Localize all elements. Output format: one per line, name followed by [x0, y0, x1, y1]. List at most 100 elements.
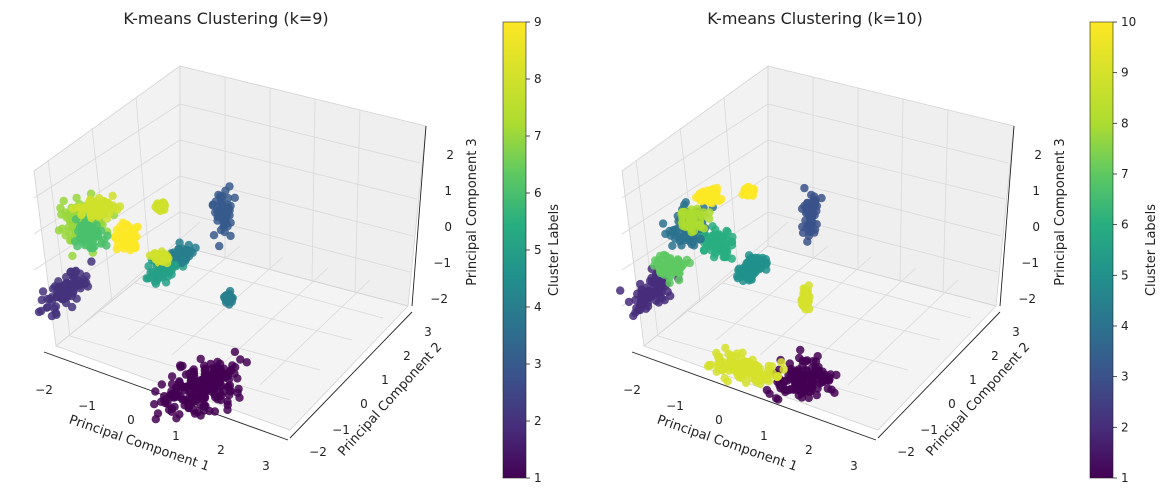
scatter-point — [226, 231, 235, 241]
x-tick-label: −1 — [78, 399, 96, 413]
scatter-point — [150, 277, 160, 286]
scatter-point — [167, 372, 177, 381]
scatter-point — [72, 294, 81, 303]
scatter-point — [741, 368, 750, 377]
scatter-point — [189, 406, 198, 415]
scatter-point — [92, 207, 101, 217]
scatter-point — [806, 386, 816, 396]
z-axis-label: Principal Component 3 — [465, 138, 480, 285]
scatter-point — [225, 182, 234, 191]
colorbar-tick-label: 9 — [534, 15, 542, 29]
scatter-point — [723, 377, 732, 386]
x-axis-label: Principal Component 1 — [67, 413, 211, 475]
chart-title: K-means Clustering (k=9) — [123, 9, 328, 28]
scatter-point — [230, 347, 240, 357]
x-axis-label: Principal Component 1 — [655, 413, 799, 475]
scatter-point — [661, 258, 670, 268]
y-tick-label: −2 — [897, 445, 915, 459]
scatter-point — [705, 208, 714, 217]
scatter-points — [34, 182, 251, 424]
scatter-point — [215, 241, 224, 251]
scatter-point — [242, 358, 251, 367]
scatter-point — [616, 286, 625, 295]
scatter-point — [217, 381, 226, 390]
scatter-point — [635, 301, 645, 310]
scatter-point — [56, 282, 66, 292]
scatter-point — [77, 210, 86, 220]
scatter-point — [714, 197, 724, 206]
y-tick-label: 3 — [1012, 325, 1020, 339]
scatter-point — [809, 196, 819, 205]
scatter-point — [779, 365, 788, 374]
x-tick-label: 0 — [715, 413, 723, 427]
scatter-point — [764, 377, 773, 386]
scatter-point — [741, 378, 751, 388]
scatter-point — [668, 241, 677, 250]
scatter-point — [636, 294, 646, 303]
scatter-point — [825, 375, 834, 384]
scatter-point — [226, 218, 235, 227]
scatter-point — [734, 373, 744, 382]
z-ticks: −2 −1 0 1 2 — [430, 148, 454, 306]
scatter-point — [43, 303, 52, 312]
scatter-point — [765, 389, 774, 398]
colorbar-tick-label: 3 — [534, 357, 542, 371]
z-tick-label: −1 — [433, 256, 451, 270]
scatter-point — [162, 258, 172, 268]
scatter-point — [173, 391, 182, 400]
colorbar-tick-label: 5 — [534, 243, 542, 257]
z-tick-label: 1 — [1032, 184, 1040, 198]
scatter-point — [156, 397, 166, 406]
colorbar-tick-label: 10 — [1121, 15, 1136, 29]
colorbar-tick-label: 5 — [1121, 268, 1129, 282]
scatter-point — [642, 289, 652, 298]
z-tick-label: 0 — [1032, 220, 1040, 234]
scatter-point — [653, 257, 663, 266]
x-tick-label: −2 — [623, 383, 641, 397]
scatter-point — [112, 234, 122, 244]
scatter-point — [51, 308, 61, 318]
scatter-point — [167, 407, 176, 416]
scatter-point — [88, 244, 98, 253]
scatter-point — [217, 195, 226, 204]
scatter-point — [665, 278, 674, 288]
scatter-point — [151, 415, 160, 424]
scatter-point — [67, 302, 77, 312]
scatter-point — [216, 225, 226, 235]
y-tick-label: 0 — [360, 397, 368, 411]
colorbar-tick-label: 2 — [534, 414, 542, 428]
scatter-point — [176, 361, 185, 370]
scatter-point — [59, 289, 69, 298]
colorbar-ticks: 1 2 3 4 5 6 7 8 9 — [526, 15, 542, 485]
scatter-point — [658, 219, 668, 228]
scatter-point — [103, 231, 112, 240]
z-tick-label: 2 — [1034, 148, 1042, 162]
scatter-point — [142, 274, 151, 283]
x-tick-label: −1 — [666, 399, 684, 413]
scatter-point — [87, 257, 96, 266]
colorbar-label: Cluster Labels — [547, 204, 562, 296]
scatter-point — [219, 210, 228, 219]
x-tick-label: 2 — [217, 443, 225, 457]
scatter-point — [654, 298, 663, 307]
colorbar-tick-label: 8 — [534, 72, 542, 86]
x-tick-label: −2 — [35, 383, 53, 397]
y-tick-label: 1 — [381, 373, 389, 387]
chart-title: K-means Clustering (k=10) — [707, 9, 923, 28]
scatter-point — [624, 297, 634, 307]
scatter-point — [629, 311, 638, 321]
scatter-point — [213, 395, 222, 404]
colorbar-tick-label: 8 — [1121, 116, 1129, 130]
scatter-point — [707, 246, 716, 255]
scatter-point — [696, 222, 705, 232]
scatter-point — [674, 276, 684, 285]
scatter-point — [704, 214, 714, 223]
scatter-point — [712, 367, 721, 376]
scatter-points — [616, 182, 841, 404]
scatter-point — [225, 390, 234, 400]
y-tick-label: 2 — [991, 349, 999, 363]
scatter-point — [719, 364, 728, 374]
colorbar-tick-label: 2 — [1121, 420, 1129, 434]
scatter-point — [723, 227, 732, 237]
